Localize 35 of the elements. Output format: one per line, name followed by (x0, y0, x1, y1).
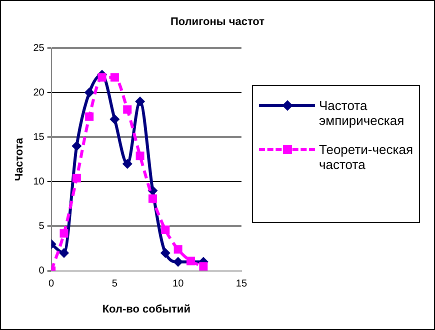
point (186, 256, 195, 266)
point (110, 73, 119, 82)
point (161, 226, 170, 234)
y-tick-label: 0 (38, 266, 45, 277)
point (59, 248, 69, 258)
x-tick-label: 10 (172, 278, 184, 290)
y-axis-title: Частота (14, 136, 26, 181)
point (199, 262, 208, 271)
y-tick-label: 25 (33, 42, 45, 54)
x-tick-label: 15 (236, 278, 248, 290)
point (110, 114, 120, 124)
x-tick-label: 5 (112, 278, 118, 290)
legend-label: Частота эмпирическая (319, 98, 406, 128)
x-tick-label: 0 (48, 278, 55, 290)
point (98, 73, 106, 82)
point (85, 112, 94, 121)
x-axis-title: Кол-во событий (102, 303, 190, 316)
point (160, 248, 170, 258)
chart-title: Полигоны частот (169, 16, 266, 28)
point (148, 194, 157, 203)
point (84, 88, 94, 98)
point (60, 229, 68, 238)
point (123, 105, 132, 114)
y-tick-label: 10 (33, 176, 45, 188)
point (72, 174, 81, 182)
point (122, 158, 132, 169)
y-tick-label: 20 (33, 87, 45, 98)
point (135, 96, 146, 106)
legend-label: Теорети-ческая частота (319, 142, 413, 172)
point (72, 141, 82, 152)
point (173, 256, 184, 267)
point (174, 245, 182, 254)
point (136, 152, 144, 160)
y-tick-label: 5 (38, 220, 45, 232)
y-tick-label: 15 (33, 132, 45, 143)
